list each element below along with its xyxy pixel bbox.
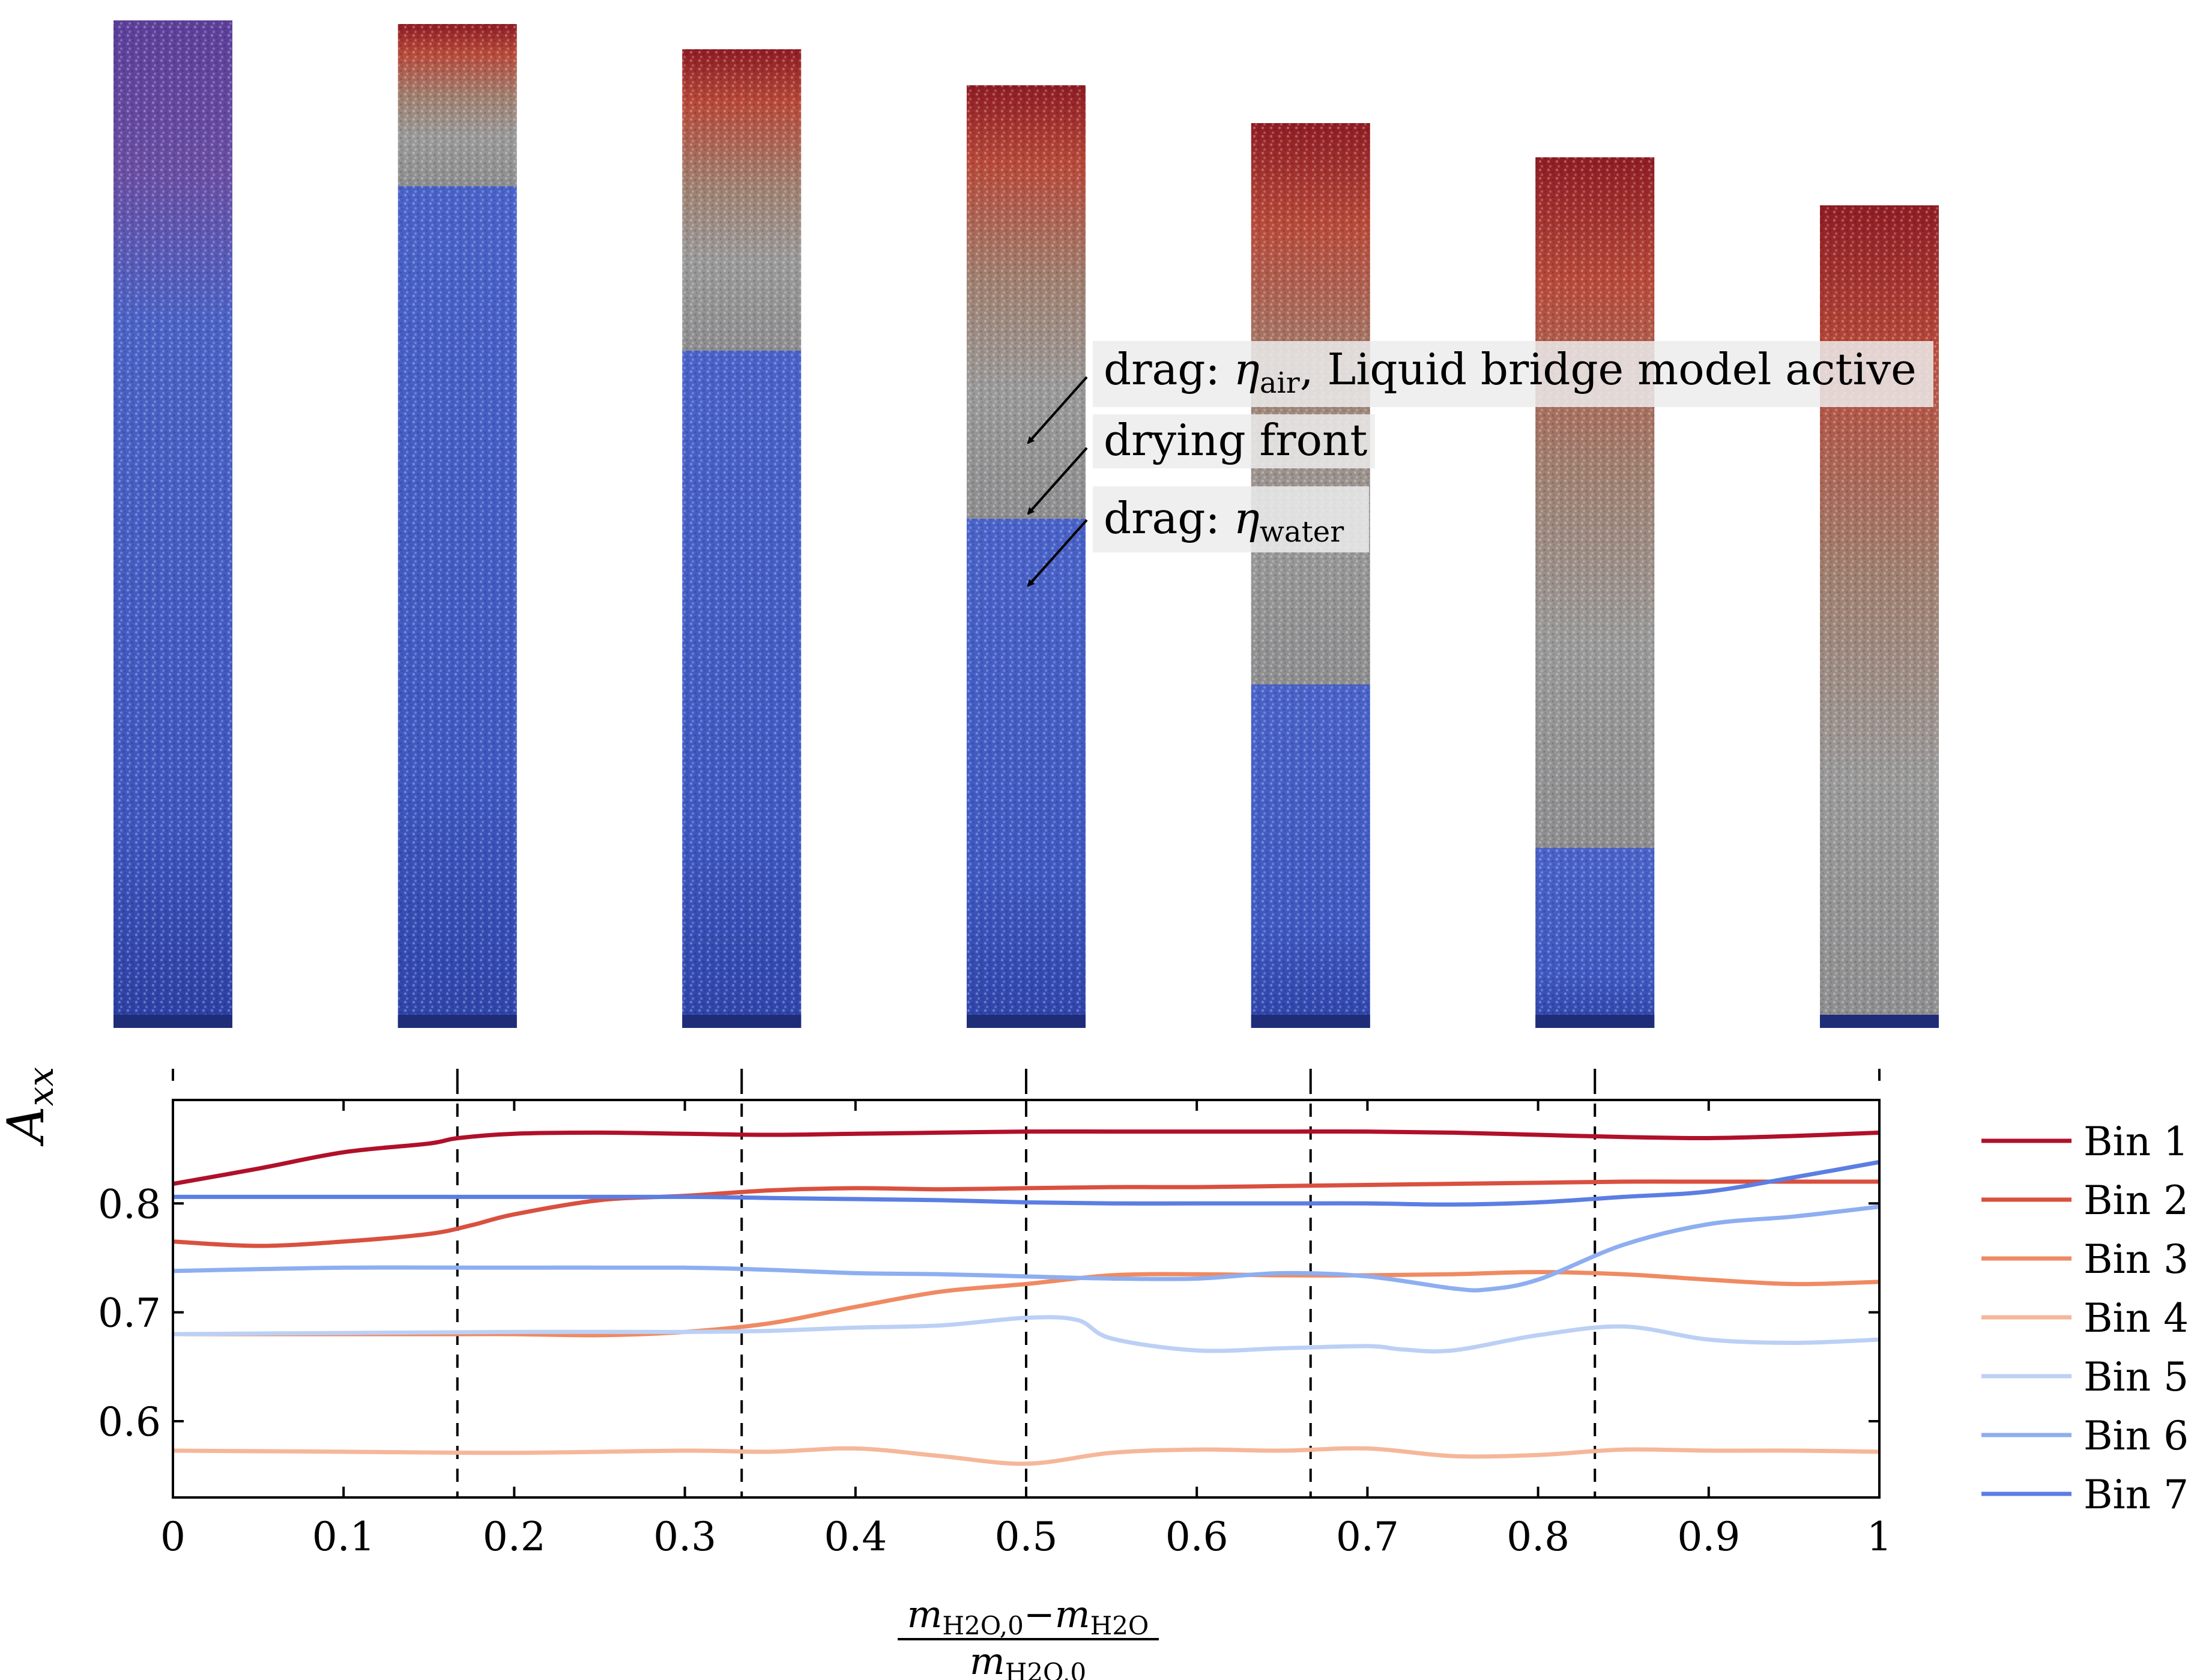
x-tick-label: 1: [1867, 1514, 1892, 1560]
snapshot-column: [1535, 157, 1655, 1028]
particle-texture: [1535, 157, 1655, 1028]
annotation-drying-front: drying front: [1104, 415, 1367, 465]
particle-texture: [397, 24, 517, 1028]
arrow-drying-front: [1027, 447, 1088, 515]
column-base: [1535, 1015, 1655, 1028]
x-tick-label: 0.2: [483, 1514, 546, 1560]
x-tick-label: 0.9: [1677, 1514, 1740, 1560]
x-tick-label: 0.7: [1336, 1514, 1399, 1560]
column-base: [682, 1015, 802, 1028]
column-base: [397, 1015, 517, 1028]
column-base: [1251, 1015, 1370, 1028]
series-line-bin-5: [172, 1315, 1880, 1354]
annotation-drag-water: drag: ηwater: [1104, 493, 1344, 549]
y-tick-label: 0.8: [98, 1181, 161, 1227]
snapshot-column: [682, 49, 802, 1028]
snapshot-column: [113, 20, 232, 1028]
packing-snapshots: [113, 20, 1939, 1028]
x-tick-label: 0.6: [1165, 1514, 1228, 1560]
x-tick-label: 0.3: [653, 1514, 716, 1560]
series-line-bin-4: [172, 1446, 1880, 1466]
x-tick-label: 0.4: [824, 1514, 887, 1560]
dashed-vertical-lines: [456, 1081, 1597, 1497]
particle-texture: [1251, 123, 1370, 1028]
series-line-bin-7: [173, 1159, 1880, 1207]
snapshot-column: [397, 24, 517, 1028]
arrow-drag-air: [1027, 376, 1088, 444]
y-axis-label: Axx: [0, 1067, 61, 1147]
annotation-drag-air: drag: ηair, Liquid bridge model active: [1104, 344, 1917, 400]
legend-label: Bin 6: [2084, 1413, 2189, 1459]
particle-texture: [113, 20, 232, 1028]
legend-label: Bin 3: [2084, 1236, 2189, 1283]
x-axis-ticks: 0 0.1 0.2 0.3 0.4 0.5 0.6 0.7 0.8 0.9 1: [160, 1100, 1892, 1560]
series-line-bin-1: [172, 1129, 1880, 1186]
axx-line-chart: 0 0.1 0.2 0.3 0.4 0.5 0.6 0.7 0.8 0.9 1 0.60.70.8 …: [0, 1067, 2189, 1680]
y-tick-label: 0.6: [98, 1399, 161, 1445]
legend-label: Bin 7: [2084, 1472, 2189, 1518]
particle-texture: [1820, 205, 1939, 1028]
x-tick-label: 0: [160, 1514, 186, 1560]
legend-label: Bin 4: [2084, 1295, 2189, 1341]
y-axis-ticks: 0.6 0.7 0.8: [98, 1181, 1879, 1445]
column-base: [113, 1015, 232, 1028]
x-tick-label: 0.8: [1506, 1514, 1570, 1560]
snapshot-column: [1820, 205, 1939, 1028]
column-base: [967, 1015, 1086, 1028]
annotation-bg-drag-water: [1093, 486, 1369, 552]
particle-texture: [682, 49, 802, 1028]
series-lines: [172, 1129, 1880, 1466]
column-base: [1820, 1015, 1939, 1028]
series-line-bin-6: [172, 1204, 1880, 1293]
series-line-bin-2: [172, 1179, 1879, 1248]
particle-texture: [967, 85, 1086, 1028]
legend: Bin 1 Bin 2 Bin 3 Bin 4 Bin 5 Bin 6 Bin 7: [1981, 1119, 2189, 1518]
snapshot-column: [967, 85, 1086, 1028]
x-tick-label: 0.5: [995, 1514, 1058, 1560]
x-tick-label: 0.1: [312, 1514, 375, 1560]
annotation-bg-drying-front: [1093, 414, 1375, 468]
annotation-bg-drag-air: [1093, 341, 1933, 407]
y-tick-label: 0.7: [98, 1290, 161, 1337]
legend-label: Bin 2: [2084, 1177, 2189, 1224]
svg-text:mH2O,0−mH2O: mH2O,0−mH2O: [907, 1592, 1149, 1640]
legend-label: Bin 5: [2084, 1354, 2189, 1400]
series-line-bin-3: [173, 1270, 1880, 1338]
snapshot-column: [1251, 123, 1370, 1028]
snapshot-tick-marks: [172, 1069, 1881, 1081]
annotations: drag: ηair, Liquid bridge model active d…: [1027, 341, 1933, 587]
arrow-drag-water: [1027, 519, 1088, 587]
x-axis-label: mH2O,0−mH2O mH2O,0: [898, 1592, 1159, 1680]
svg-text:mH2O,0: mH2O,0: [970, 1639, 1086, 1680]
legend-label: Bin 1: [2084, 1119, 2189, 1165]
